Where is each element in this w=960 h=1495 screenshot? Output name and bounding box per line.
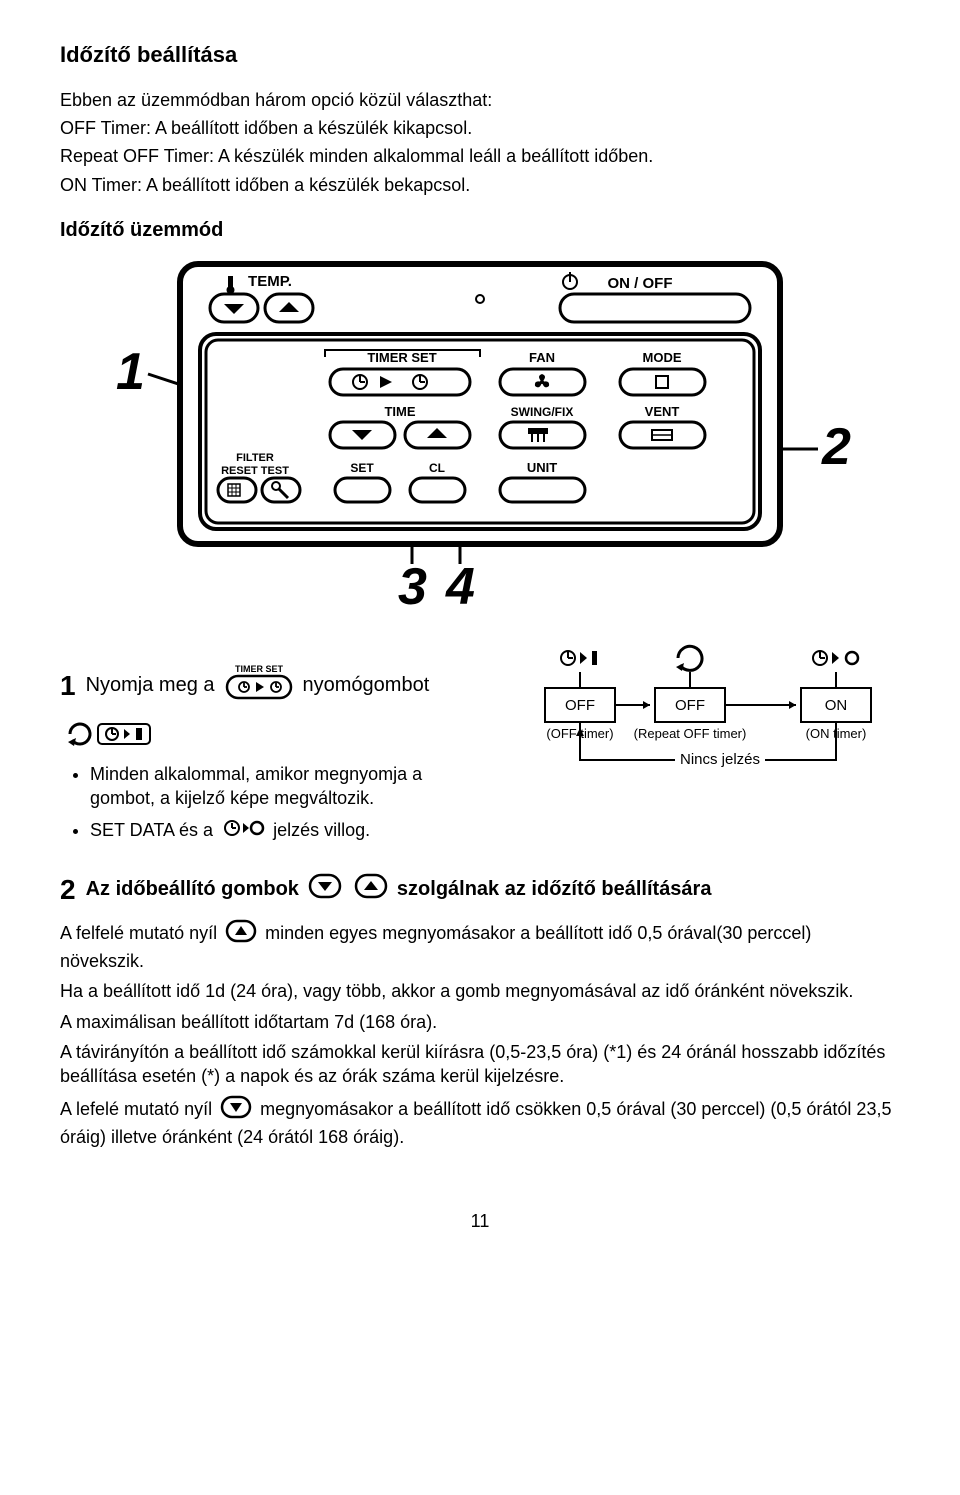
label-temp: TEMP. bbox=[248, 273, 292, 290]
step1-suffix: nyomógombot bbox=[303, 672, 430, 699]
callout-1: 1 bbox=[116, 343, 145, 401]
down-button-icon-2 bbox=[220, 1095, 252, 1125]
step1-bullet2: SET DATA és a jelzés villog. bbox=[90, 817, 490, 845]
svg-text:TIMER SET: TIMER SET bbox=[235, 664, 284, 674]
svg-text:(OFF timer): (OFF timer) bbox=[546, 726, 613, 741]
callout-2: 2 bbox=[821, 418, 851, 476]
label-cl: CL bbox=[429, 461, 445, 475]
step1-line: 1 Nyomja meg a TIMER SET nyomógombot bbox=[60, 662, 490, 710]
remote-svg: 1 2 3 4 TEMP. ON / OFF TIMER SET TIME SE… bbox=[100, 254, 860, 614]
label-onoff: ON / OFF bbox=[608, 275, 673, 292]
state-diagram: OFF OFF ON (OFF timer) (Repeat OFF timer… bbox=[520, 644, 900, 800]
subheading: Időzítő üzemmód bbox=[60, 217, 900, 244]
remote-diagram: 1 2 3 4 TEMP. ON / OFF TIMER SET TIME SE… bbox=[60, 254, 900, 614]
label-unit: UNIT bbox=[527, 460, 557, 475]
up-button-icon-2 bbox=[225, 919, 257, 949]
step1-subicon bbox=[64, 720, 490, 754]
label-set: SET bbox=[350, 461, 374, 475]
swing-icon bbox=[528, 428, 548, 442]
label-resettest: RESET TEST bbox=[221, 465, 289, 477]
callout-4: 4 bbox=[445, 558, 475, 614]
intro-l2: OFF Timer: A beállított időben a készülé… bbox=[60, 116, 900, 140]
intro-l3: Repeat OFF Timer: A készülék minden alka… bbox=[60, 144, 900, 168]
step2-prefix: Az időbeállító gombok bbox=[86, 876, 299, 903]
svg-text:Nincs jelzés: Nincs jelzés bbox=[680, 751, 760, 768]
timerset-button-icon: TIMER SET bbox=[224, 662, 294, 710]
step2-line: 2 Az időbeállító gombok szolgálnak az id… bbox=[60, 871, 900, 909]
step2-suffix: szolgálnak az időzítő beállítására bbox=[397, 876, 712, 903]
page-number: 11 bbox=[60, 1209, 900, 1233]
label-time: TIME bbox=[384, 404, 415, 419]
svg-text:(Repeat OFF timer): (Repeat OFF timer) bbox=[634, 726, 747, 741]
svg-text:ON: ON bbox=[825, 697, 848, 714]
svg-text:OFF: OFF bbox=[565, 697, 595, 714]
step2-num: 2 bbox=[60, 871, 76, 909]
callout-3: 3 bbox=[398, 558, 427, 614]
intro-l1: Ebben az üzemmódban három opció közül vá… bbox=[60, 88, 900, 112]
svg-text:(ON timer): (ON timer) bbox=[806, 726, 867, 741]
up-button-icon bbox=[354, 873, 388, 907]
label-vent: VENT bbox=[645, 404, 680, 419]
label-swing: SWING/FIX bbox=[511, 405, 574, 419]
intro-l4: ON Timer: A beállított időben a készülék… bbox=[60, 173, 900, 197]
page-title: Időzítő beállítása bbox=[60, 40, 900, 70]
svg-text:OFF: OFF bbox=[675, 697, 705, 714]
down-button-icon bbox=[308, 873, 342, 907]
label-filter: FILTER bbox=[236, 452, 274, 464]
step1-bullet1: Minden alkalommal, amikor megnyomja a go… bbox=[90, 762, 490, 811]
step1-prefix: Nyomja meg a bbox=[86, 672, 215, 699]
intro-block: Ebben az üzemmódban három opció közül vá… bbox=[60, 88, 900, 197]
clock-circle-icon bbox=[221, 817, 265, 845]
step1-num: 1 bbox=[60, 667, 76, 705]
label-mode: MODE bbox=[643, 350, 682, 365]
label-timerset: TIMER SET bbox=[367, 350, 436, 365]
label-fan: FAN bbox=[529, 350, 555, 365]
body-text: A felfelé mutató nyíl minden egyes megny… bbox=[60, 919, 900, 1149]
